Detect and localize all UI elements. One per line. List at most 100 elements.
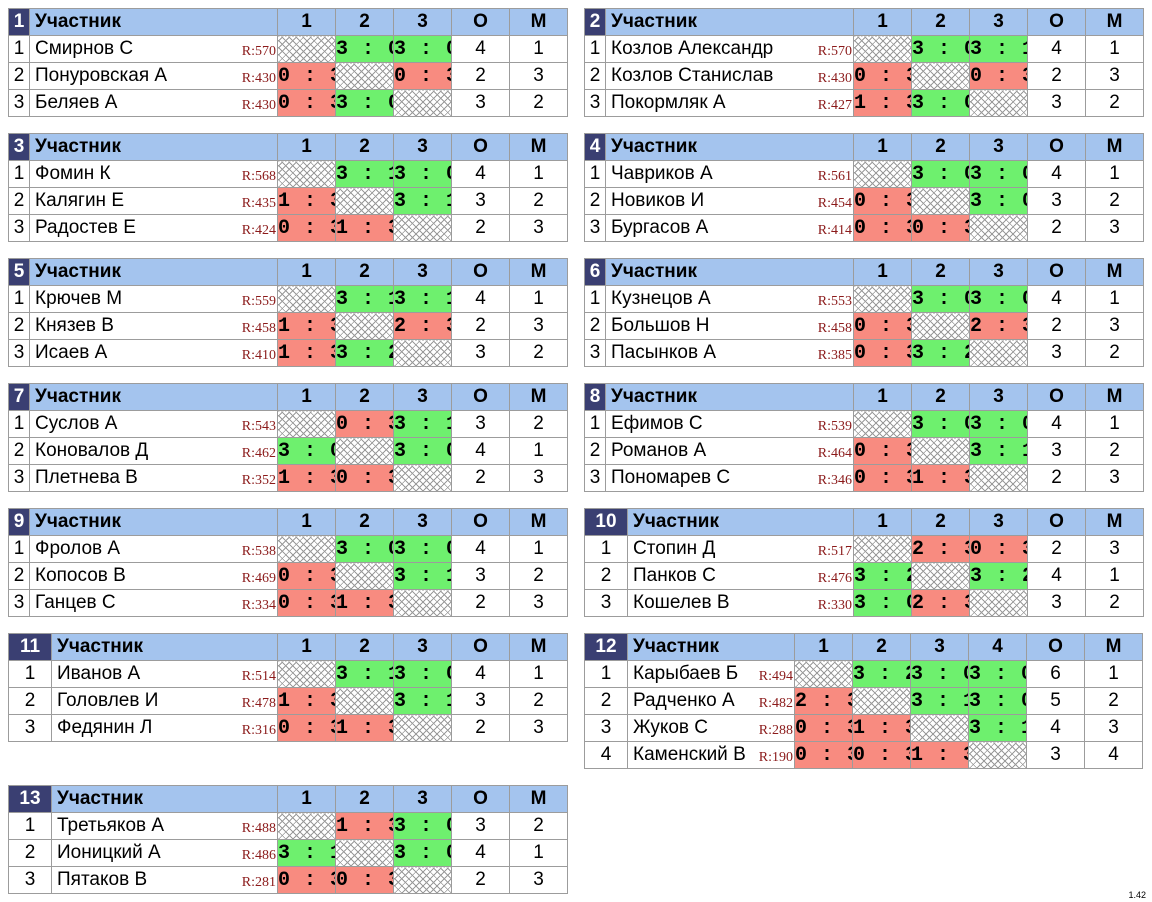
group-header-row: 9 Участник 1 2 3 О М: [8, 508, 568, 536]
player-position: 3: [584, 714, 628, 742]
self-match-cell: [853, 35, 912, 63]
player-rating: R:488: [241, 821, 276, 836]
player-place: 3: [1084, 714, 1143, 742]
player-place: 2: [509, 562, 568, 590]
player-cell: Козлов Станислав R:430: [605, 62, 854, 90]
place-column-header: М: [509, 785, 568, 813]
group-header-row: 8 Участник 1 2 3 О М: [584, 383, 1144, 411]
player-cell: Фролов А R:538: [29, 535, 278, 563]
player-position: 1: [584, 535, 628, 563]
opponent-column-header: 1: [277, 133, 336, 161]
player-position: 1: [8, 660, 52, 688]
opponent-column-header: 2: [335, 258, 394, 286]
player-cell: Пятаков В R:281: [51, 866, 278, 894]
opponent-column-header: 2: [911, 508, 970, 536]
match-score: 3 : 0: [969, 187, 1028, 215]
match-score: 3 : 0: [335, 89, 394, 117]
match-score: 0 : 3: [335, 410, 394, 438]
match-score: 2 : 3: [911, 589, 970, 617]
match-score: 3 : 0: [969, 160, 1028, 188]
player-rating: R:430: [241, 98, 276, 113]
group-header-row: 12 Участник 1 2 3 4 О М: [584, 633, 1143, 661]
match-score: 3 : 2: [852, 660, 911, 688]
player-rating: R:316: [241, 723, 276, 738]
match-score: 0 : 3: [853, 187, 912, 215]
player-cell: Ганцев С R:334: [29, 589, 278, 617]
player-position: 2: [8, 437, 30, 465]
player-place: 2: [1084, 687, 1143, 715]
participant-column-header: Участник: [29, 8, 278, 36]
player-place: 3: [509, 312, 568, 340]
match-score: 0 : 3: [853, 62, 912, 90]
match-score: 3 : 0: [393, 839, 452, 867]
points-column-header: О: [1027, 508, 1086, 536]
opponent-column-header: 3: [969, 8, 1028, 36]
player-rating: R:352: [241, 473, 276, 488]
participant-column-header: Участник: [29, 258, 278, 286]
self-match-cell: [853, 410, 912, 438]
group-number: 9: [8, 508, 30, 536]
player-position: 2: [584, 687, 628, 715]
player-name: Копосов В: [35, 565, 126, 586]
player-name: Стопин Д: [633, 538, 716, 559]
match-score: 3 : 0: [393, 660, 452, 688]
player-cell: Чавриков А R:561: [605, 160, 854, 188]
player-points: 4: [451, 285, 510, 313]
player-position: 2: [8, 687, 52, 715]
opponent-column-header: 3: [393, 508, 452, 536]
opponent-column-header: 3: [969, 383, 1028, 411]
player-name: Кошелев В: [633, 592, 730, 613]
opponent-column-header: 1: [277, 258, 336, 286]
player-rating: R:469: [241, 571, 276, 586]
player-points: 4: [451, 535, 510, 563]
player-cell: Панков С R:476: [627, 562, 854, 590]
group-header-row: 3 Участник 1 2 3 О М: [8, 133, 568, 161]
self-match-cell: [852, 687, 911, 715]
player-name: Князев В: [35, 315, 114, 336]
match-score: 3 : 0: [911, 89, 970, 117]
player-cell: Кузнецов А R:553: [605, 285, 854, 313]
player-cell: Суслов А R:543: [29, 410, 278, 438]
points-column-header: О: [451, 508, 510, 536]
player-position: 1: [584, 35, 606, 63]
player-position: 3: [584, 214, 606, 242]
match-score: 3 : 1: [969, 35, 1028, 63]
player-name: Чавриков А: [611, 163, 713, 184]
match-score: 0 : 3: [277, 214, 336, 242]
participant-column-header: Участник: [605, 8, 854, 36]
player-rating: R:570: [241, 44, 276, 59]
match-score: 1 : 3: [335, 714, 394, 742]
player-rating: R:458: [817, 321, 852, 336]
player-points: 3: [1027, 89, 1086, 117]
player-cell: Беляев А R:430: [29, 89, 278, 117]
group-number: 12: [584, 633, 628, 661]
player-name: Козлов Станислав: [611, 65, 774, 86]
self-match-cell: [911, 437, 970, 465]
player-position: 3: [8, 714, 52, 742]
player-cell: Большов Н R:458: [605, 312, 854, 340]
player-position: 1: [8, 160, 30, 188]
player-name: Панков С: [633, 565, 716, 586]
player-name: Федянин Л: [57, 717, 153, 738]
match-score: 3 : 1: [969, 437, 1028, 465]
group-number: 8: [584, 383, 606, 411]
player-position: 3: [8, 339, 30, 367]
player-points: 2: [1027, 214, 1086, 242]
player-position: 3: [584, 589, 628, 617]
player-place: 3: [509, 589, 568, 617]
match-score: 3 : 0: [393, 160, 452, 188]
player-place: 2: [1085, 187, 1144, 215]
